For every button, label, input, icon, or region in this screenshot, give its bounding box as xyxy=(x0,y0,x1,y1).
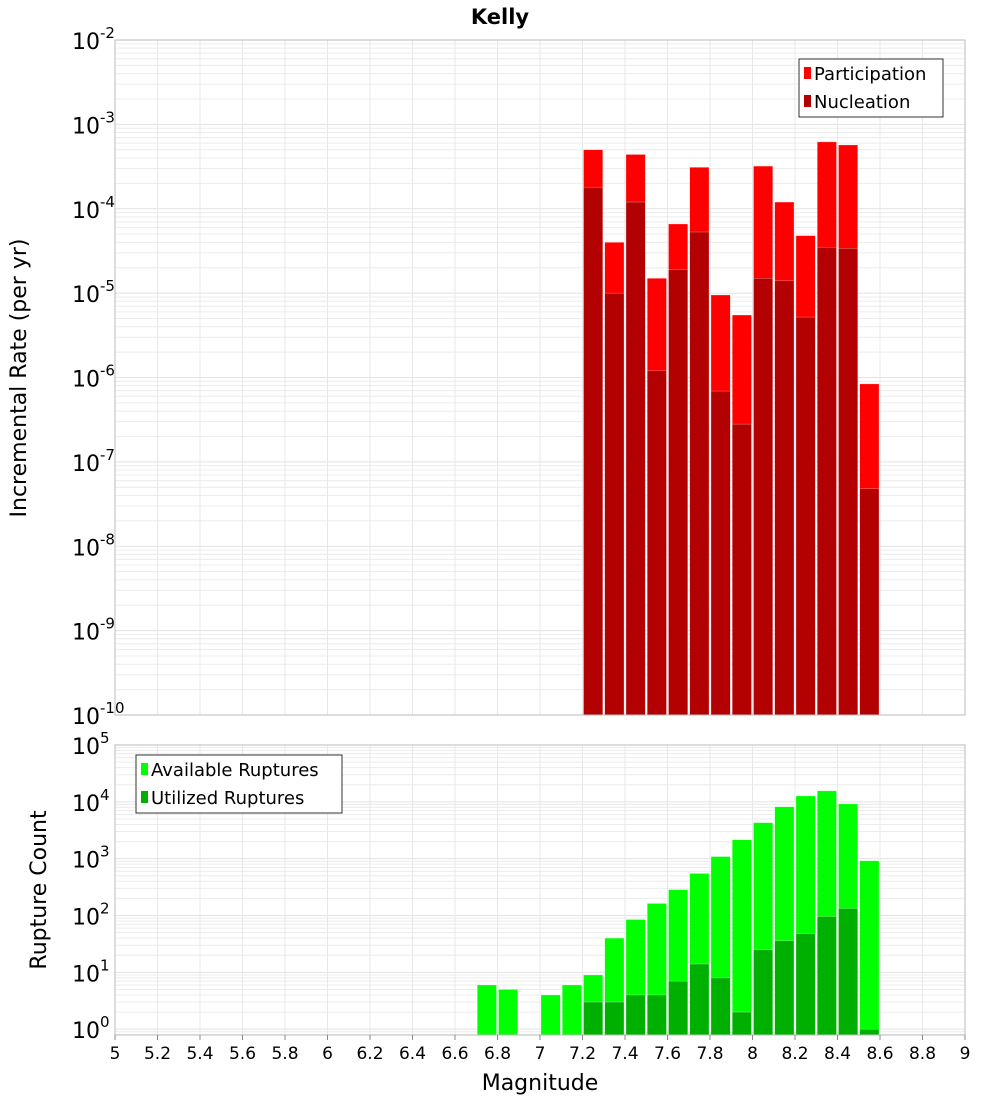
bar-nucleation xyxy=(859,488,880,716)
bar-utilized-ruptures xyxy=(859,1028,880,1036)
bar-utilized-ruptures xyxy=(668,980,688,1036)
bar-utilized-ruptures xyxy=(732,1011,752,1036)
bar-available-ruptures xyxy=(477,984,497,1036)
legend-swatch xyxy=(804,95,811,107)
legend-label: Participation xyxy=(814,64,926,85)
legend-box xyxy=(135,754,343,814)
x-tick-label: 8.4 xyxy=(824,1044,851,1064)
bar-nucleation xyxy=(795,316,816,716)
bar-available-ruptures xyxy=(732,839,752,1036)
bar-available-ruptures xyxy=(859,860,880,1036)
x-tick-label: 8.2 xyxy=(781,1044,808,1064)
bar-utilized-ruptures xyxy=(689,963,710,1036)
plot-frame xyxy=(114,39,966,716)
y-tick-label: 103 xyxy=(72,843,110,874)
x-tick-label: 9 xyxy=(960,1044,971,1064)
x-tick-label: 7.4 xyxy=(611,1044,638,1064)
x-tick-label: 5.8 xyxy=(271,1044,298,1064)
bar-nucleation xyxy=(625,201,646,716)
bar-nucleation xyxy=(583,186,603,716)
x-tick-label: 5.4 xyxy=(186,1044,213,1064)
bar-nucleation xyxy=(774,280,795,716)
bar-utilized-ruptures xyxy=(604,1001,625,1036)
y-tick-label: 10-7 xyxy=(72,446,115,477)
x-tick-label: 8.8 xyxy=(909,1044,936,1064)
legend-label: Available Ruptures xyxy=(151,760,319,781)
x-tick-label: 7 xyxy=(535,1044,546,1064)
legend-label: Utilized Ruptures xyxy=(151,788,304,809)
top-plot: 10-10 10-9 10-8 10-7 10-6 10-5 10-4 10-3 10-2 Par… xyxy=(72,24,966,730)
chart-title: Kelly xyxy=(471,5,530,29)
bar-nucleation xyxy=(647,370,667,716)
x-tick-label: 5.2 xyxy=(144,1044,171,1064)
bar-nucleation xyxy=(604,292,625,716)
x-tick-label: 8 xyxy=(747,1044,758,1064)
x-tick-label: 6.4 xyxy=(399,1044,426,1064)
bar-utilized-ruptures xyxy=(710,977,731,1036)
legend-swatch xyxy=(141,791,148,803)
legend-box xyxy=(798,58,944,118)
y-tick-label: 105 xyxy=(72,729,110,760)
legend-swatch xyxy=(141,763,148,775)
bottom-y-axis-label: Rupture Count xyxy=(27,810,52,970)
x-tick-label: 7.6 xyxy=(654,1044,681,1064)
bar-available-ruptures xyxy=(540,994,561,1036)
y-tick-label: 10-2 xyxy=(72,24,115,55)
x-tick-label: 6.6 xyxy=(441,1044,468,1064)
x-tick-label: 6.2 xyxy=(356,1044,383,1064)
x-tick-label: 7.8 xyxy=(696,1044,723,1064)
bar-nucleation xyxy=(732,423,752,716)
bar-utilized-ruptures xyxy=(838,908,858,1036)
y-tick-label: 10-10 xyxy=(72,699,125,730)
y-tick-label: 104 xyxy=(72,786,110,817)
bar-utilized-ruptures xyxy=(647,994,667,1036)
legend-label: Nucleation xyxy=(814,92,910,113)
y-tick-label: 102 xyxy=(72,900,110,931)
y-tick-label: 10-5 xyxy=(72,277,115,308)
y-tick-label: 10-8 xyxy=(72,530,115,561)
y-tick-label: 10-9 xyxy=(72,615,115,646)
x-tick-label: 5.6 xyxy=(229,1044,256,1064)
bar-nucleation xyxy=(668,269,688,716)
x-tick-label: 8.6 xyxy=(866,1044,893,1064)
x-tick-label: 5 xyxy=(110,1044,121,1064)
y-tick-label: 10-6 xyxy=(72,362,115,393)
bar-utilized-ruptures xyxy=(583,1001,603,1036)
bar-nucleation xyxy=(753,278,773,716)
x-axis-label: Magnitude xyxy=(482,1071,599,1096)
bar-nucleation xyxy=(817,246,837,716)
legend-swatch xyxy=(804,67,811,79)
bar-nucleation xyxy=(689,231,710,716)
bar-utilized-ruptures xyxy=(625,994,646,1036)
x-tick-label: 7.2 xyxy=(569,1044,596,1064)
bar-available-ruptures xyxy=(562,984,582,1036)
bottom-plot: 100 101 102 103 104 105 Available Ruptures Util… xyxy=(72,729,970,1064)
bar-nucleation xyxy=(710,390,731,716)
bar-nucleation xyxy=(838,248,858,716)
bar-utilized-ruptures xyxy=(817,916,837,1036)
x-tick-label: 6.8 xyxy=(484,1044,511,1064)
bar-utilized-ruptures xyxy=(753,949,773,1036)
top-y-axis-label: Incremental Rate (per yr) xyxy=(7,239,32,518)
bar-available-ruptures xyxy=(498,989,518,1036)
x-tick-label: 6 xyxy=(322,1044,333,1064)
bar-utilized-ruptures xyxy=(774,940,795,1036)
y-tick-label: 10-3 xyxy=(72,108,115,139)
bar-utilized-ruptures xyxy=(795,933,816,1036)
y-tick-label: 101 xyxy=(72,956,110,987)
y-tick-label: 10-4 xyxy=(72,193,115,224)
y-tick-label: 100 xyxy=(72,1013,110,1044)
